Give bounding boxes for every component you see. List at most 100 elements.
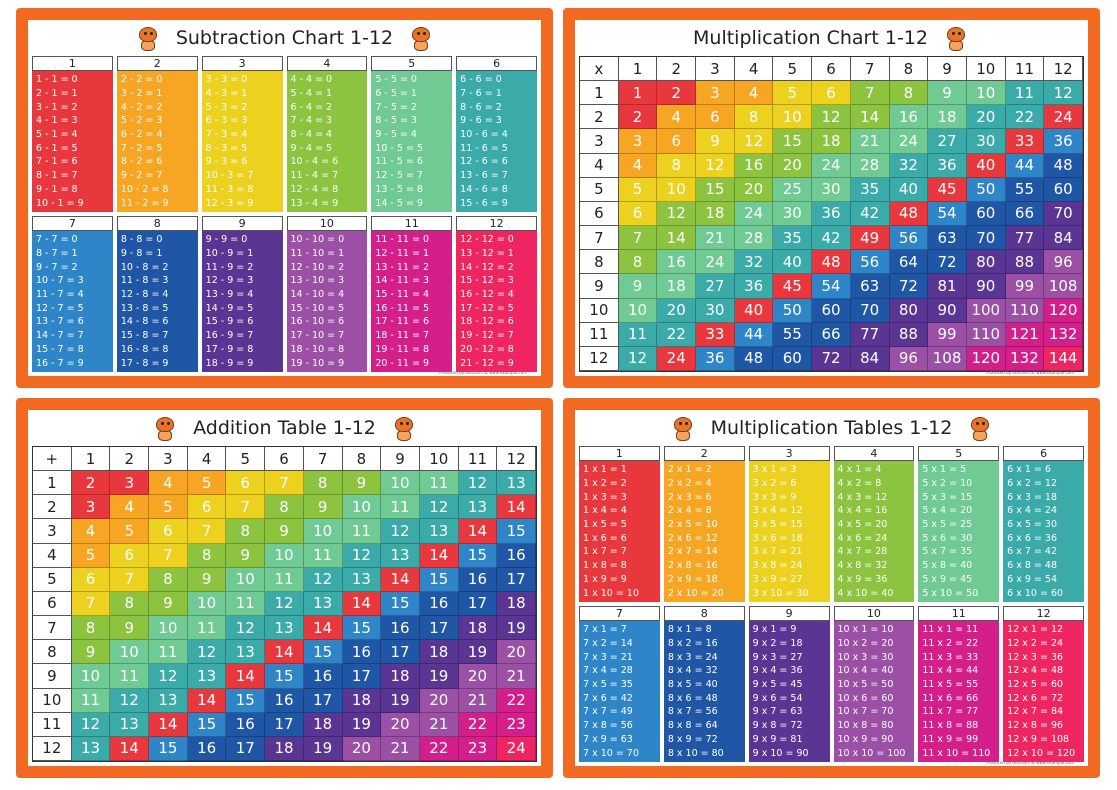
table-cell: 28 [734,226,774,251]
table-cell: 18 [265,736,304,761]
table-column-header: 4 [734,57,774,82]
table-cell: 4 [734,81,774,106]
fact-line: 16 - 7 = 9 [36,357,84,369]
table-cell: 16 [889,105,929,130]
fact-column-header: 4 [833,446,915,461]
fact-line: 10 - 10 = 0 [290,234,345,246]
fact-line: 9 x 6 = 54 [752,692,803,704]
table-cell: 7 [618,226,658,251]
table-cell: 18 [928,105,967,130]
fact-column: 10 10 x 1 = 10 10 x 2 = 20 10 x 3 = 30 10 x … [833,606,915,762]
table-cell: 11 [149,640,188,665]
fact-line: 11 - 7 = 4 [36,289,84,301]
fact-line: 9 x 5 = 45 [752,679,803,691]
table-cell: 17 [226,736,266,761]
table-cell: 10 [966,81,1006,106]
fact-line: 1 x 3 = 3 [583,491,627,503]
fact-column-body: 12 x 1 = 12 12 x 2 = 24 12 x 3 = 36 12 x 4 … [1003,621,1084,762]
table-cell: 12 [696,153,735,178]
table-cell: 110 [966,322,1006,347]
fact-line: 7 x 1 = 7 [583,624,627,636]
fact-column-body: 9 x 1 = 9 9 x 2 = 18 9 x 3 = 27 9 x 4 = 36 9… [748,621,830,762]
tiger-mascot-icon [151,414,179,442]
table-column-header: 1 [618,57,658,82]
table-cell: 32 [889,153,929,178]
fact-line: 13 - 4 = 9 [290,197,339,209]
table-cell: 50 [773,298,813,323]
table-cell: 13 [458,495,498,520]
fact-line: 9 x 10 = 90 [752,747,809,759]
fact-column: 8 8 x 1 = 8 8 x 2 = 16 8 x 3 = 24 8 x 4 = 32… [663,606,745,762]
table-cell: 5 [773,81,813,106]
fact-line: 9 x 4 = 36 [752,665,803,677]
table-cell: 21 [497,664,536,689]
fact-line: 12 - 11 = 1 [375,248,430,260]
fact-line: 11 x 5 = 55 [922,679,979,691]
table-row-header: 4 [580,153,619,178]
fact-column-header: 12 [1003,606,1084,621]
fact-line: 2 x 1 = 2 [667,464,712,476]
table-row-header: 12 [33,736,72,761]
table-cell: 24 [1044,105,1083,130]
fact-line: 9 x 9 = 81 [752,733,803,745]
fact-line: 5 - 1 = 4 [36,129,78,141]
fact-line: 5 - 2 = 3 [120,115,163,127]
fact-line: 17 - 10 = 7 [290,330,345,342]
fact-column-header: 6 [456,56,537,71]
table-cell: 108 [1044,274,1083,299]
table-cell: 2 [71,471,111,496]
fact-line: 18 - 11 = 7 [375,330,430,342]
table-cell: 36 [696,346,735,371]
table-cell: 21 [696,226,735,251]
fact-line: 4 x 2 = 8 [837,478,882,490]
table-cell: 13 [419,519,459,544]
table-cell: 45 [928,177,967,202]
fact-line: 11 - 9 = 2 [205,261,254,273]
table-cell: 110 [1005,298,1045,323]
fact-line: 9 x 1 = 9 [752,624,797,636]
tiger-mascot-icon [966,414,994,442]
table-cell: 36 [928,153,967,178]
table-cell: 22 [419,736,459,761]
fact-line: 5 x 4 = 20 [922,505,973,517]
fact-line: 11 x 3 = 33 [922,651,979,663]
fact-column-header: 9 [201,216,283,231]
fact-line: 8 - 1 = 7 [36,170,78,182]
fact-line: 7 x 5 = 35 [583,679,633,691]
fact-line: 12 x 8 = 96 [1007,720,1064,732]
table-cell: 9 [928,81,967,106]
table-cell: 6 [149,519,188,544]
table-cell: 16 [265,688,304,713]
fact-line: 9 x 7 = 63 [752,706,803,718]
table-cell: 8 [303,471,343,496]
fact-line: 9 - 5 = 4 [375,129,417,141]
table-row-header: 9 [580,274,619,299]
fact-line: 1 x 6 = 6 [583,532,627,544]
fact-line: 1 x 2 = 2 [583,478,627,490]
table-cell: 100 [966,298,1006,323]
table-cell: 11 [419,471,459,496]
table-cell: 12 [226,616,266,641]
fact-line: 3 x 3 = 9 [752,491,797,503]
table-cell: 55 [773,322,813,347]
table-cell: 90 [928,298,967,323]
fact-line: 8 - 7 = 1 [36,248,78,260]
table-cell: 10 [618,298,658,323]
fact-line: 15 - 8 = 7 [120,330,169,342]
table-cell: 132 [1044,322,1083,347]
table-cell: 13 [71,736,111,761]
table-cell: 14 [303,616,343,641]
fact-line: 7 x 9 = 63 [583,733,633,745]
table-cell: 17 [381,640,420,665]
table-cell: 77 [1005,226,1045,251]
fact-line: 16 - 9 = 7 [205,330,254,342]
fact-line: 8 x 8 = 64 [667,720,718,732]
fact-line: 2 x 2 = 4 [667,478,712,490]
table-cell: 13 [497,471,536,496]
table-cell: 14 [110,736,150,761]
table-cell: 9 [618,274,658,299]
fact-line: 6 x 5 = 30 [1007,519,1057,531]
